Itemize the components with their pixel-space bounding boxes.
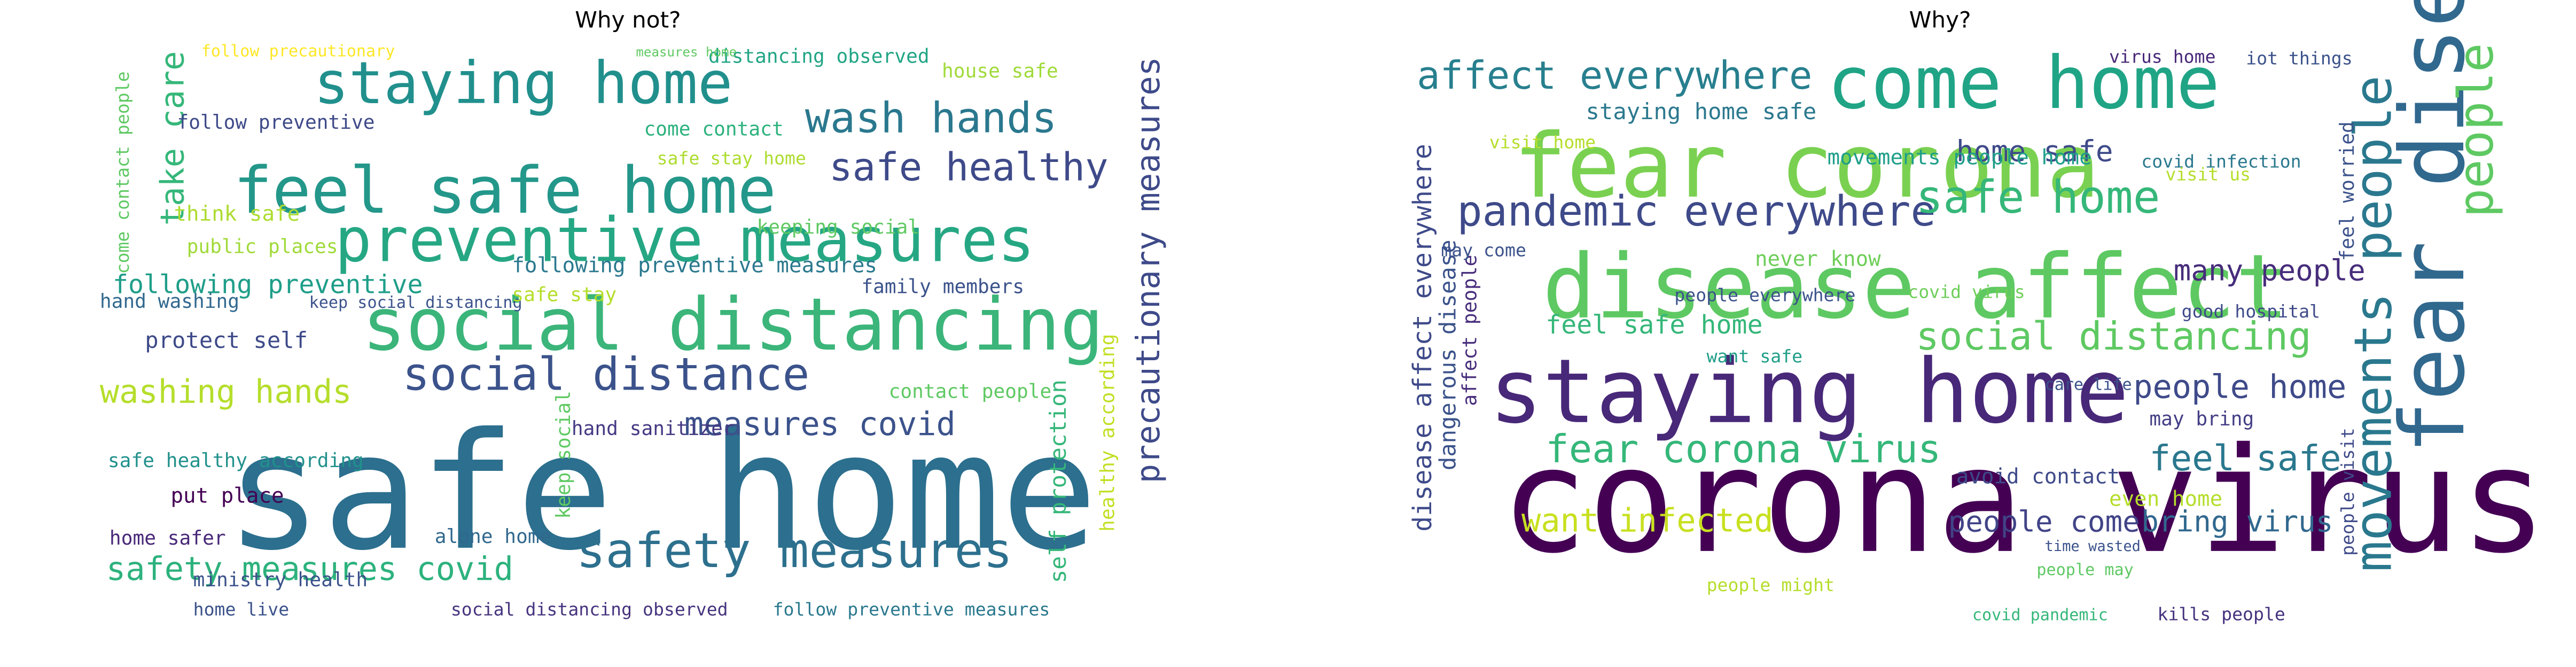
word: affect everywhere bbox=[1417, 53, 1812, 98]
word: self protection bbox=[1045, 379, 1071, 583]
word: home safe bbox=[1956, 135, 2113, 168]
word: staying home bbox=[314, 49, 733, 117]
word: never know bbox=[1755, 247, 1881, 271]
word: movements people bbox=[2343, 75, 2403, 572]
word: fear disease bbox=[2382, 0, 2485, 454]
word: put place bbox=[170, 484, 284, 508]
word: come home bbox=[1828, 41, 2220, 125]
word: fear corona virus bbox=[1545, 427, 1941, 472]
word: may come bbox=[1441, 239, 1526, 260]
word: keep social bbox=[552, 391, 575, 518]
word: safety measures covid bbox=[106, 550, 513, 588]
word: covid pandemic bbox=[1972, 606, 2108, 624]
word: home live bbox=[193, 599, 290, 619]
word: fear corona bbox=[1513, 115, 2100, 218]
word: social distancing bbox=[362, 282, 1104, 367]
word: people everywhere bbox=[1674, 285, 1855, 306]
word: family members bbox=[861, 275, 1024, 298]
word: come contact bbox=[644, 117, 784, 140]
word: visit us bbox=[2165, 164, 2251, 185]
word: hand washing bbox=[100, 290, 239, 313]
word: healthy according bbox=[1096, 334, 1119, 532]
word: feel safe home bbox=[233, 153, 776, 228]
word: may bring bbox=[2149, 407, 2254, 430]
word: dangerous disease bbox=[1434, 239, 1461, 470]
word: keep social distancing bbox=[309, 293, 522, 312]
word: safe healthy according bbox=[108, 449, 364, 472]
word: feel worried bbox=[2336, 121, 2359, 261]
word: staying home bbox=[1489, 340, 2129, 444]
word: measures home bbox=[636, 45, 737, 60]
word: even home bbox=[2109, 487, 2222, 511]
word: disease affect bbox=[1542, 236, 2289, 339]
word: come contact people bbox=[112, 71, 133, 274]
word: think safe bbox=[174, 202, 300, 226]
word: safe healthy bbox=[829, 145, 1109, 190]
word: good hospital bbox=[2182, 301, 2320, 322]
word: ministry health bbox=[193, 568, 368, 591]
word: visit home bbox=[1489, 131, 1596, 152]
word: social distancing observed bbox=[451, 599, 728, 619]
word: alone home bbox=[435, 525, 551, 548]
word: people come bbox=[1948, 505, 2140, 539]
word: washing hands bbox=[100, 374, 352, 411]
word: home safer bbox=[110, 526, 226, 549]
word: follow precautionary bbox=[201, 42, 395, 61]
word: people bbox=[2448, 43, 2504, 218]
word: follow preventive bbox=[177, 111, 375, 134]
word: social distancing bbox=[1916, 314, 2311, 359]
word: pandemic everywhere bbox=[1457, 187, 1935, 236]
word: feel safe bbox=[2149, 437, 2341, 479]
word: covid virus bbox=[1908, 282, 2025, 303]
word: following preventive measures bbox=[512, 253, 877, 277]
word: public places bbox=[187, 235, 338, 258]
word: take care bbox=[154, 51, 192, 226]
word: distancing observed bbox=[708, 45, 930, 68]
word: contact people bbox=[889, 380, 1052, 403]
word: precautionary measures bbox=[1130, 57, 1167, 483]
word: avoid contact bbox=[1956, 464, 2120, 488]
word: hand sanitizer bbox=[572, 417, 735, 440]
word: following preventive bbox=[113, 270, 423, 300]
word: safety measures bbox=[576, 523, 1012, 579]
word: safe home bbox=[1916, 171, 2160, 223]
word: people might bbox=[1707, 575, 1835, 595]
word: follow preventive measures bbox=[773, 599, 1050, 619]
word: many people bbox=[2174, 254, 2366, 288]
word: kills people bbox=[2157, 603, 2285, 624]
word: safe home bbox=[225, 399, 1098, 586]
word: keeping social bbox=[756, 215, 919, 238]
word: safe stay bbox=[512, 283, 616, 306]
word: covid infection bbox=[2141, 151, 2301, 172]
word: want infected bbox=[1521, 502, 1774, 540]
word: people home bbox=[2133, 369, 2346, 406]
word: affect people bbox=[1458, 255, 1481, 406]
word: time wasted bbox=[2044, 538, 2141, 555]
word: bring virus bbox=[2141, 505, 2333, 539]
word: want safe bbox=[1707, 346, 1803, 367]
word: virus home bbox=[2109, 46, 2216, 67]
word: safe stay home bbox=[657, 148, 806, 169]
word: people may bbox=[2036, 561, 2133, 579]
word: disease affect everywhere bbox=[1408, 144, 1438, 532]
word: preventive measures bbox=[335, 205, 1035, 276]
word: wash hands bbox=[805, 94, 1057, 142]
word: movements people home bbox=[1828, 146, 2092, 170]
panel-title: Why? bbox=[1909, 6, 1971, 33]
word: iot things bbox=[2246, 48, 2353, 69]
word: measures covid bbox=[684, 406, 956, 443]
word: house safe bbox=[942, 59, 1058, 82]
word: social distance bbox=[402, 348, 809, 400]
word: protect self bbox=[145, 327, 308, 353]
word: corona virus bbox=[1501, 416, 2548, 585]
word: feel safe home bbox=[1545, 310, 1762, 340]
word: staying home safe bbox=[1586, 98, 1817, 125]
word: care life bbox=[2044, 375, 2132, 394]
word: people visit bbox=[2337, 428, 2358, 555]
panel-title: Why not? bbox=[575, 6, 681, 33]
